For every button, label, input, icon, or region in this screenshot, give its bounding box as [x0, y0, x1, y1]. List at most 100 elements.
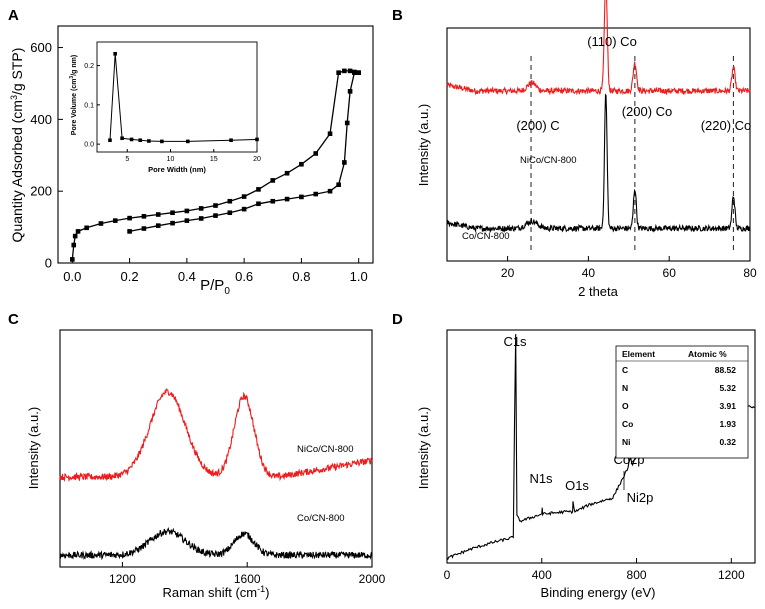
table-cell-value: 1.93 — [719, 419, 736, 429]
pore-distribution-point — [255, 137, 259, 142]
panel-a-ticks: 0.0 0.2 0.4 0.6 0.8 1.0 0 200 400 600 — [30, 40, 367, 284]
table-cell-value: 3.91 — [719, 401, 736, 411]
table-row: C 88.52 — [622, 365, 736, 375]
isotherm-desorption-point — [270, 198, 276, 204]
inset-x-tick-label: 10 — [167, 156, 175, 163]
panel-a: A 0.0 0.2 0.4 0.6 0.8 1.0 0 200 400 600 P/P0 Quan… — [8, 7, 374, 297]
isotherm-desorption-point — [327, 188, 333, 194]
panel-b-series — [446, 0, 751, 234]
panel-d-ticks: 0 400 800 1200 — [444, 558, 745, 582]
table-row: Co 1.93 — [622, 419, 736, 429]
panel-a-y-tick-label: 600 — [30, 40, 52, 55]
table-row: Ni 0.32 — [622, 437, 736, 447]
annotation-n1s: N1s — [529, 471, 553, 486]
isotherm-adsorption-point — [155, 212, 161, 217]
isotherm-adsorption-point — [327, 131, 333, 137]
isotherm-adsorption-point — [241, 194, 247, 199]
pore-distribution-point — [129, 137, 134, 142]
panel-a-y-label: Quantity Adsorbed (cm3/g STP) — [9, 48, 25, 243]
isotherm-adsorption-point — [184, 208, 190, 214]
isotherm-adsorption-point — [299, 161, 304, 167]
panel-a-x-tick-label: 0.0 — [63, 269, 81, 284]
inset-x-tick-label: 20 — [253, 156, 261, 163]
inset-x-label: Pore Width (nm) — [148, 165, 206, 174]
panel-a-y-tick-label: 400 — [30, 112, 52, 127]
isotherm-desorption-point — [141, 226, 147, 231]
isotherm-desorption-point — [336, 182, 341, 188]
table-header-element: Element — [622, 349, 655, 359]
pore-distribution-point — [138, 138, 143, 143]
xrd-series-line — [446, 0, 751, 96]
panel-d-axes-frame — [446, 329, 756, 564]
table-cell-element: C — [622, 365, 628, 375]
isotherm-adsorption-point — [198, 206, 204, 211]
table-cell-element: O — [622, 401, 629, 411]
isotherm-desorption-point — [344, 120, 350, 126]
inset-y-tick-label: 0.2 — [84, 63, 94, 70]
panel-b-x-label: 2 theta — [578, 284, 619, 299]
panel-b-x-tick-label: 80 — [743, 266, 757, 280]
panel-b: B 20 40 60 80 NiCo/CN-800 Co/CN-800 (110) C… — [392, 0, 757, 299]
pore-distribution-line — [109, 53, 258, 142]
table-row: O 3.91 — [622, 401, 736, 411]
panel-a-inset: 5 10 15 20 0.0 0.1 0.2 Pore Width (nm) Pore Vo… — [69, 41, 261, 174]
isotherm-adsorption-point — [112, 218, 118, 223]
annotation-ni2p: Ni2p — [627, 490, 654, 505]
panel-c-series — [59, 387, 373, 561]
panel-a-series — [70, 68, 361, 262]
xrd-series-line — [446, 93, 751, 234]
panel-b-x-tick-label: 60 — [663, 266, 677, 280]
pore-distribution-point — [229, 138, 233, 143]
panel-c: C 1200 1600 2000 NiCo/CN-800 Co/CN-800 Ram… — [8, 311, 386, 600]
pore-distribution-point — [186, 139, 190, 144]
isotherm-desorption-point — [155, 223, 161, 228]
isotherm-desorption-point — [352, 70, 357, 75]
isotherm-desorption-point — [342, 160, 347, 165]
panel-a-x-tick-label: 0.6 — [235, 269, 253, 284]
isotherm-desorption-point — [213, 213, 218, 218]
table-cell-element: N — [622, 383, 628, 393]
isotherm-adsorption-point — [170, 210, 175, 216]
panel-label-b: B — [392, 7, 403, 24]
panel-c-x-tick-label: 1600 — [234, 572, 261, 586]
isotherm-adsorption-point — [98, 221, 104, 226]
panel-d-x-tick-label: 0 — [444, 568, 451, 582]
panel-c-ticks: 1200 1600 2000 — [109, 562, 386, 586]
isotherm-desorption-point — [184, 218, 190, 223]
annotation-200-co: (200) Co — [622, 104, 673, 119]
panel-b-ticks: 20 40 60 80 — [501, 256, 757, 280]
isotherm-adsorption-point — [127, 215, 132, 221]
series-label-nico-raman: NiCo/CN-800 — [297, 444, 354, 455]
isotherm-desorption-point — [227, 210, 233, 216]
panel-b-x-tick-label: 20 — [501, 266, 515, 280]
inset-axes-frame — [96, 41, 258, 153]
isotherm-desorption-point — [198, 216, 204, 221]
isotherm-desorption-point — [313, 191, 319, 197]
isotherm-adsorption-point — [141, 214, 147, 219]
pore-distribution-point — [108, 138, 112, 143]
table-row: N 5.32 — [622, 383, 736, 393]
annotation-c1s: C1s — [503, 334, 527, 349]
inset-y-tick-label: 0.1 — [84, 102, 94, 109]
isotherm-adsorption-point — [213, 203, 218, 208]
panel-d-x-tick-label: 400 — [532, 568, 552, 582]
panel-a-x-tick-label: 1.0 — [350, 269, 368, 284]
table-cell-value: 0.32 — [719, 437, 736, 447]
inset-ticks: 5 10 15 20 0.0 0.1 0.2 — [84, 63, 261, 163]
isotherm-adsorption-point — [336, 70, 341, 75]
panel-c-axes-frame — [59, 329, 373, 568]
table-header-atomic: Atomic % — [688, 349, 727, 359]
isotherm-adsorption-point — [270, 178, 276, 183]
panel-b-axes-frame — [446, 27, 751, 262]
panel-a-x-label: P/P0 — [200, 277, 230, 297]
panel-label-d: D — [392, 311, 403, 328]
isotherm-adsorption-point — [75, 229, 81, 234]
panel-d-x-tick-label: 1200 — [718, 568, 745, 582]
isotherm-desorption-point — [256, 201, 261, 207]
isotherm-adsorption-point — [313, 151, 319, 156]
table-cell-value: 5.32 — [719, 383, 736, 393]
panel-a-x-tick-label: 0.4 — [178, 269, 196, 284]
inset-series — [108, 51, 259, 144]
panel-label-c: C — [8, 311, 19, 328]
